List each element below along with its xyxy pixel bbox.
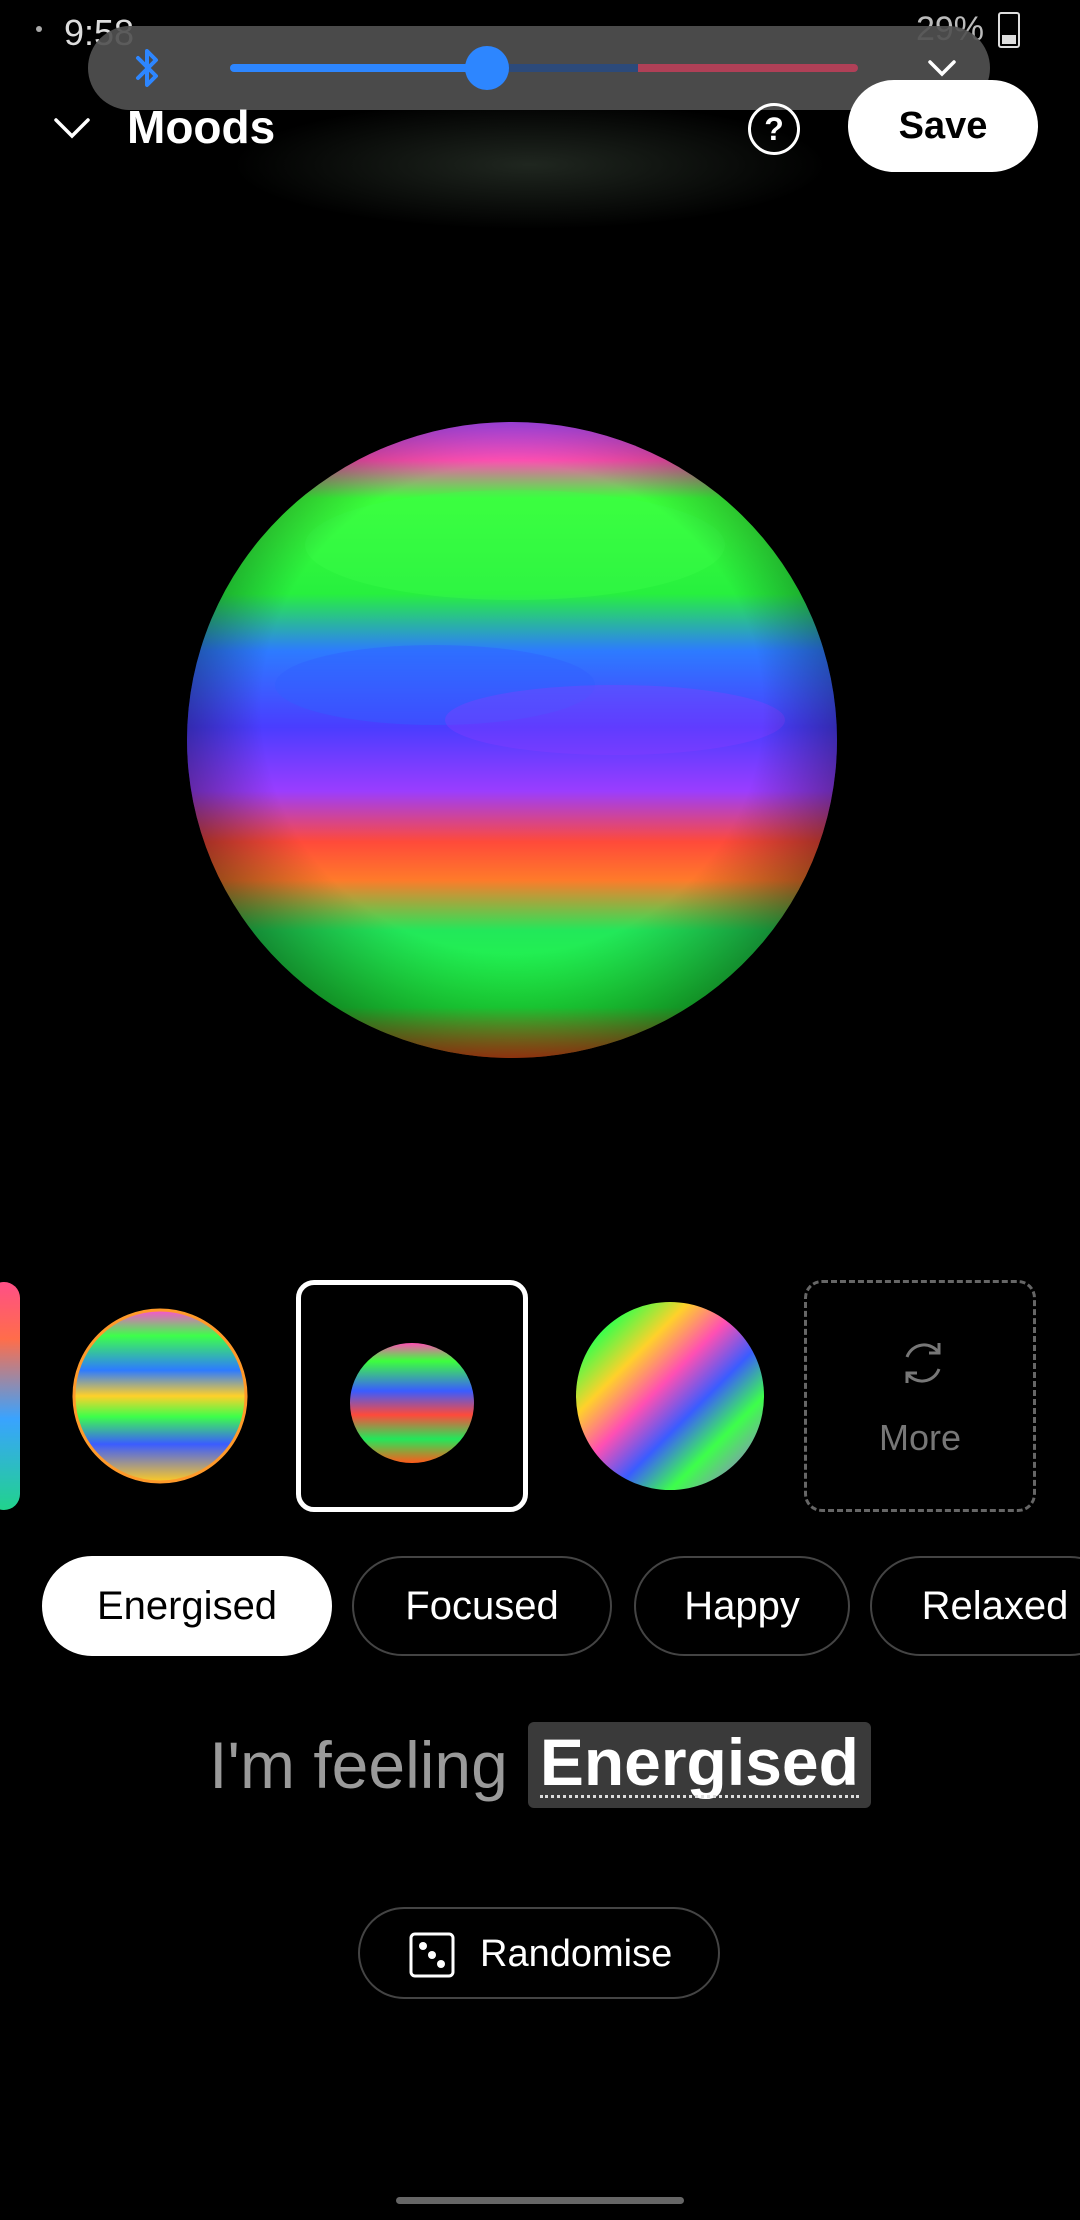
more-thumbnails-button[interactable]: More: [804, 1280, 1036, 1512]
orb-thumbnail[interactable]: [44, 1280, 276, 1512]
chip-focused[interactable]: Focused: [352, 1556, 612, 1656]
refresh-icon: [905, 1343, 941, 1383]
volume-panel[interactable]: [88, 26, 990, 110]
help-button[interactable]: ?: [748, 103, 800, 155]
header-glow: [230, 100, 830, 230]
chevron-down-icon[interactable]: [920, 46, 964, 90]
volume-slider-track[interactable]: [230, 64, 858, 72]
orb-thumbnail-selected[interactable]: [296, 1280, 528, 1512]
volume-slider-thumb[interactable]: [465, 46, 510, 90]
volume-slider-fill: [230, 64, 488, 72]
orb-thumbnail[interactable]: [554, 1280, 786, 1512]
chip-happy[interactable]: Happy: [634, 1556, 850, 1656]
volume-warning-range: [638, 64, 858, 72]
bluetooth-icon: [136, 49, 158, 87]
randomise-button[interactable]: Randomise: [358, 1907, 720, 1999]
feeling-sentence: I'm feeling Energised: [0, 1722, 1080, 1808]
save-button[interactable]: Save: [848, 80, 1038, 172]
chip-energised[interactable]: Energised: [42, 1556, 332, 1656]
home-indicator[interactable]: [396, 2197, 684, 2204]
mood-orb-preview: [187, 422, 837, 1058]
collapse-chevron-icon[interactable]: [52, 110, 92, 146]
more-label: More: [878, 1417, 962, 1458]
feeling-mood-selector[interactable]: Energised: [527, 1722, 871, 1808]
battery-icon: [998, 11, 1020, 48]
randomise-label: Randomise: [480, 1933, 673, 1975]
page-title: Moods: [127, 101, 276, 153]
orb-thumbnail-image: [350, 1343, 474, 1463]
thumbnail-partial[interactable]: [0, 1282, 20, 1510]
notification-dot-icon: [36, 26, 42, 32]
feeling-prefix: I'm feeling: [209, 1728, 508, 1802]
dice-icon: [409, 1932, 455, 1978]
chip-relaxed[interactable]: Relaxed: [870, 1556, 1080, 1656]
